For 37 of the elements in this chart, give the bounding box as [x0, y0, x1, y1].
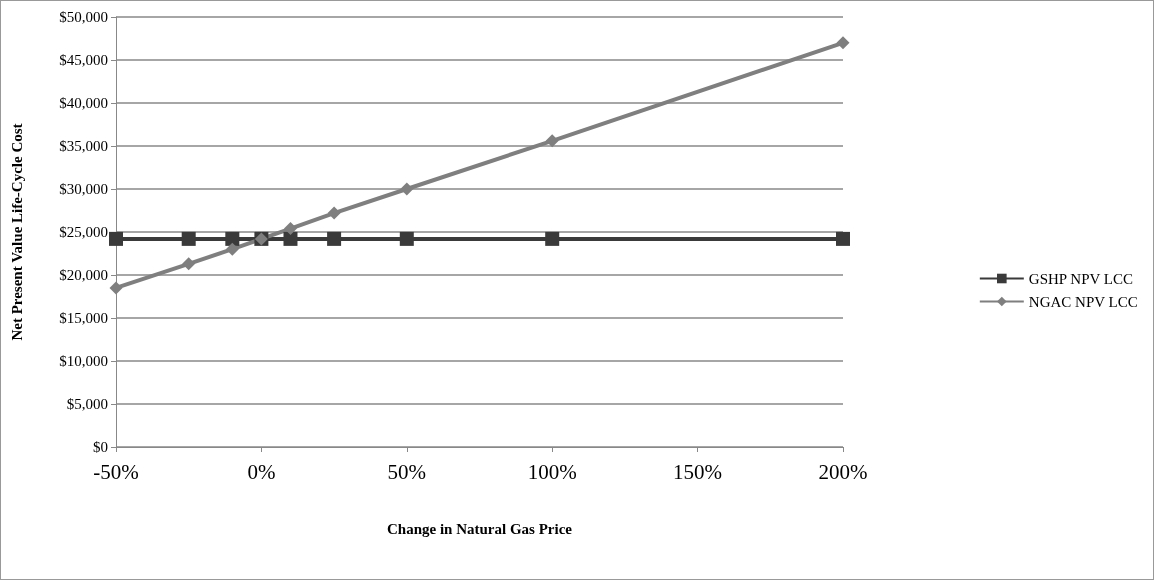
y-tick-label: $35,000	[59, 138, 108, 154]
point	[327, 206, 341, 220]
point	[109, 231, 123, 246]
y-tick-label: $10,000	[59, 353, 108, 369]
point	[109, 281, 123, 295]
y-tick-label: $20,000	[59, 267, 108, 283]
point	[182, 257, 196, 271]
x-tick-label: -50%	[93, 459, 139, 484]
point	[283, 222, 297, 236]
x-tick-label: 200%	[818, 459, 868, 484]
y-tick-label: $0	[93, 439, 108, 455]
point	[400, 182, 414, 196]
y-tick-label: $40,000	[59, 95, 108, 111]
point	[283, 231, 298, 246]
point	[836, 36, 850, 50]
point	[399, 231, 414, 246]
x-tick-label: 150%	[673, 459, 723, 484]
y-tick-label: $5,000	[66, 396, 108, 412]
point	[545, 134, 559, 148]
point	[225, 242, 239, 256]
point	[181, 231, 196, 246]
point	[327, 231, 342, 246]
y-tick-label: $25,000	[59, 224, 108, 240]
y-tick-label: $15,000	[59, 310, 108, 326]
point	[836, 231, 850, 246]
y-tick-label: $45,000	[59, 52, 108, 68]
y-tick-label: $30,000	[59, 181, 108, 197]
x-axis-title: Change in Natural Gas Price	[387, 520, 573, 537]
x-tick-label: 100%	[527, 459, 577, 484]
x-tick-label: 0%	[247, 459, 276, 484]
legend-label: NGAC NPV LCC	[1028, 293, 1138, 310]
point	[545, 231, 560, 246]
x-tick-label: 50%	[387, 459, 427, 484]
point	[225, 231, 240, 246]
legend-label: GSHP NPV LCC	[1028, 270, 1134, 287]
y-axis-title: Net Present Value Life-Cycle Cost	[8, 123, 25, 341]
y-tick-label: $50,000	[59, 9, 108, 25]
